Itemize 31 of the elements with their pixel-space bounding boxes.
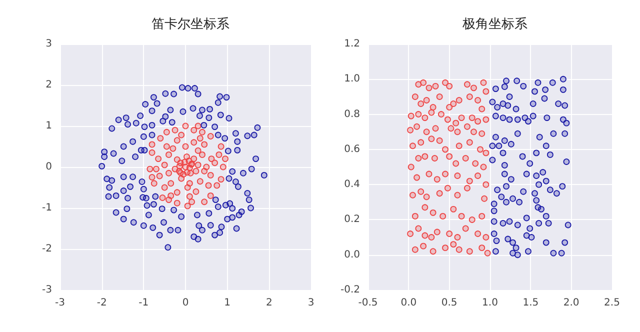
y-tick-label: 2 [46,80,52,90]
x-tick-label: 0.0 [400,298,417,308]
x-tick-label: 2.5 [604,298,620,308]
y-tick-label: 3 [46,38,52,50]
y-tick-label: -1 [42,202,52,214]
x-tick-label: 1.5 [522,298,539,308]
chart-title: 极角坐标系 [462,16,528,31]
y-tick-label: 0.6 [344,144,360,155]
x-tick-label: -3 [55,298,65,308]
x-tick-label: 2.0 [563,298,580,308]
x-tick-label: 2 [266,298,272,308]
y-tick-label: 0.4 [344,179,360,190]
x-tick-label: 1.0 [482,298,498,308]
y-tick-label: 1.0 [344,74,360,85]
y-tick-label: -2 [42,244,52,254]
chart-title: 笛卡尔坐标系 [152,16,230,31]
x-tick-label: 1 [224,298,231,308]
x-tick-label: -0.5 [358,298,378,308]
x-tick-label: 0 [182,298,189,308]
y-tick-label: 0.0 [344,249,360,260]
y-tick-label: -0.2 [340,284,360,296]
y-tick-label: -3 [42,284,52,296]
y-tick-label: 0.8 [344,108,360,120]
y-tick-label: 1 [46,120,52,132]
x-tick-label: 3 [308,298,314,308]
y-tick-label: 0 [46,162,52,172]
y-tick-label: 0.2 [344,214,360,226]
y-tick-label: 1.2 [344,38,360,50]
x-tick-label: -1 [138,298,149,308]
x-tick-label: 0.5 [441,298,458,308]
x-tick-label: -2 [96,298,107,308]
